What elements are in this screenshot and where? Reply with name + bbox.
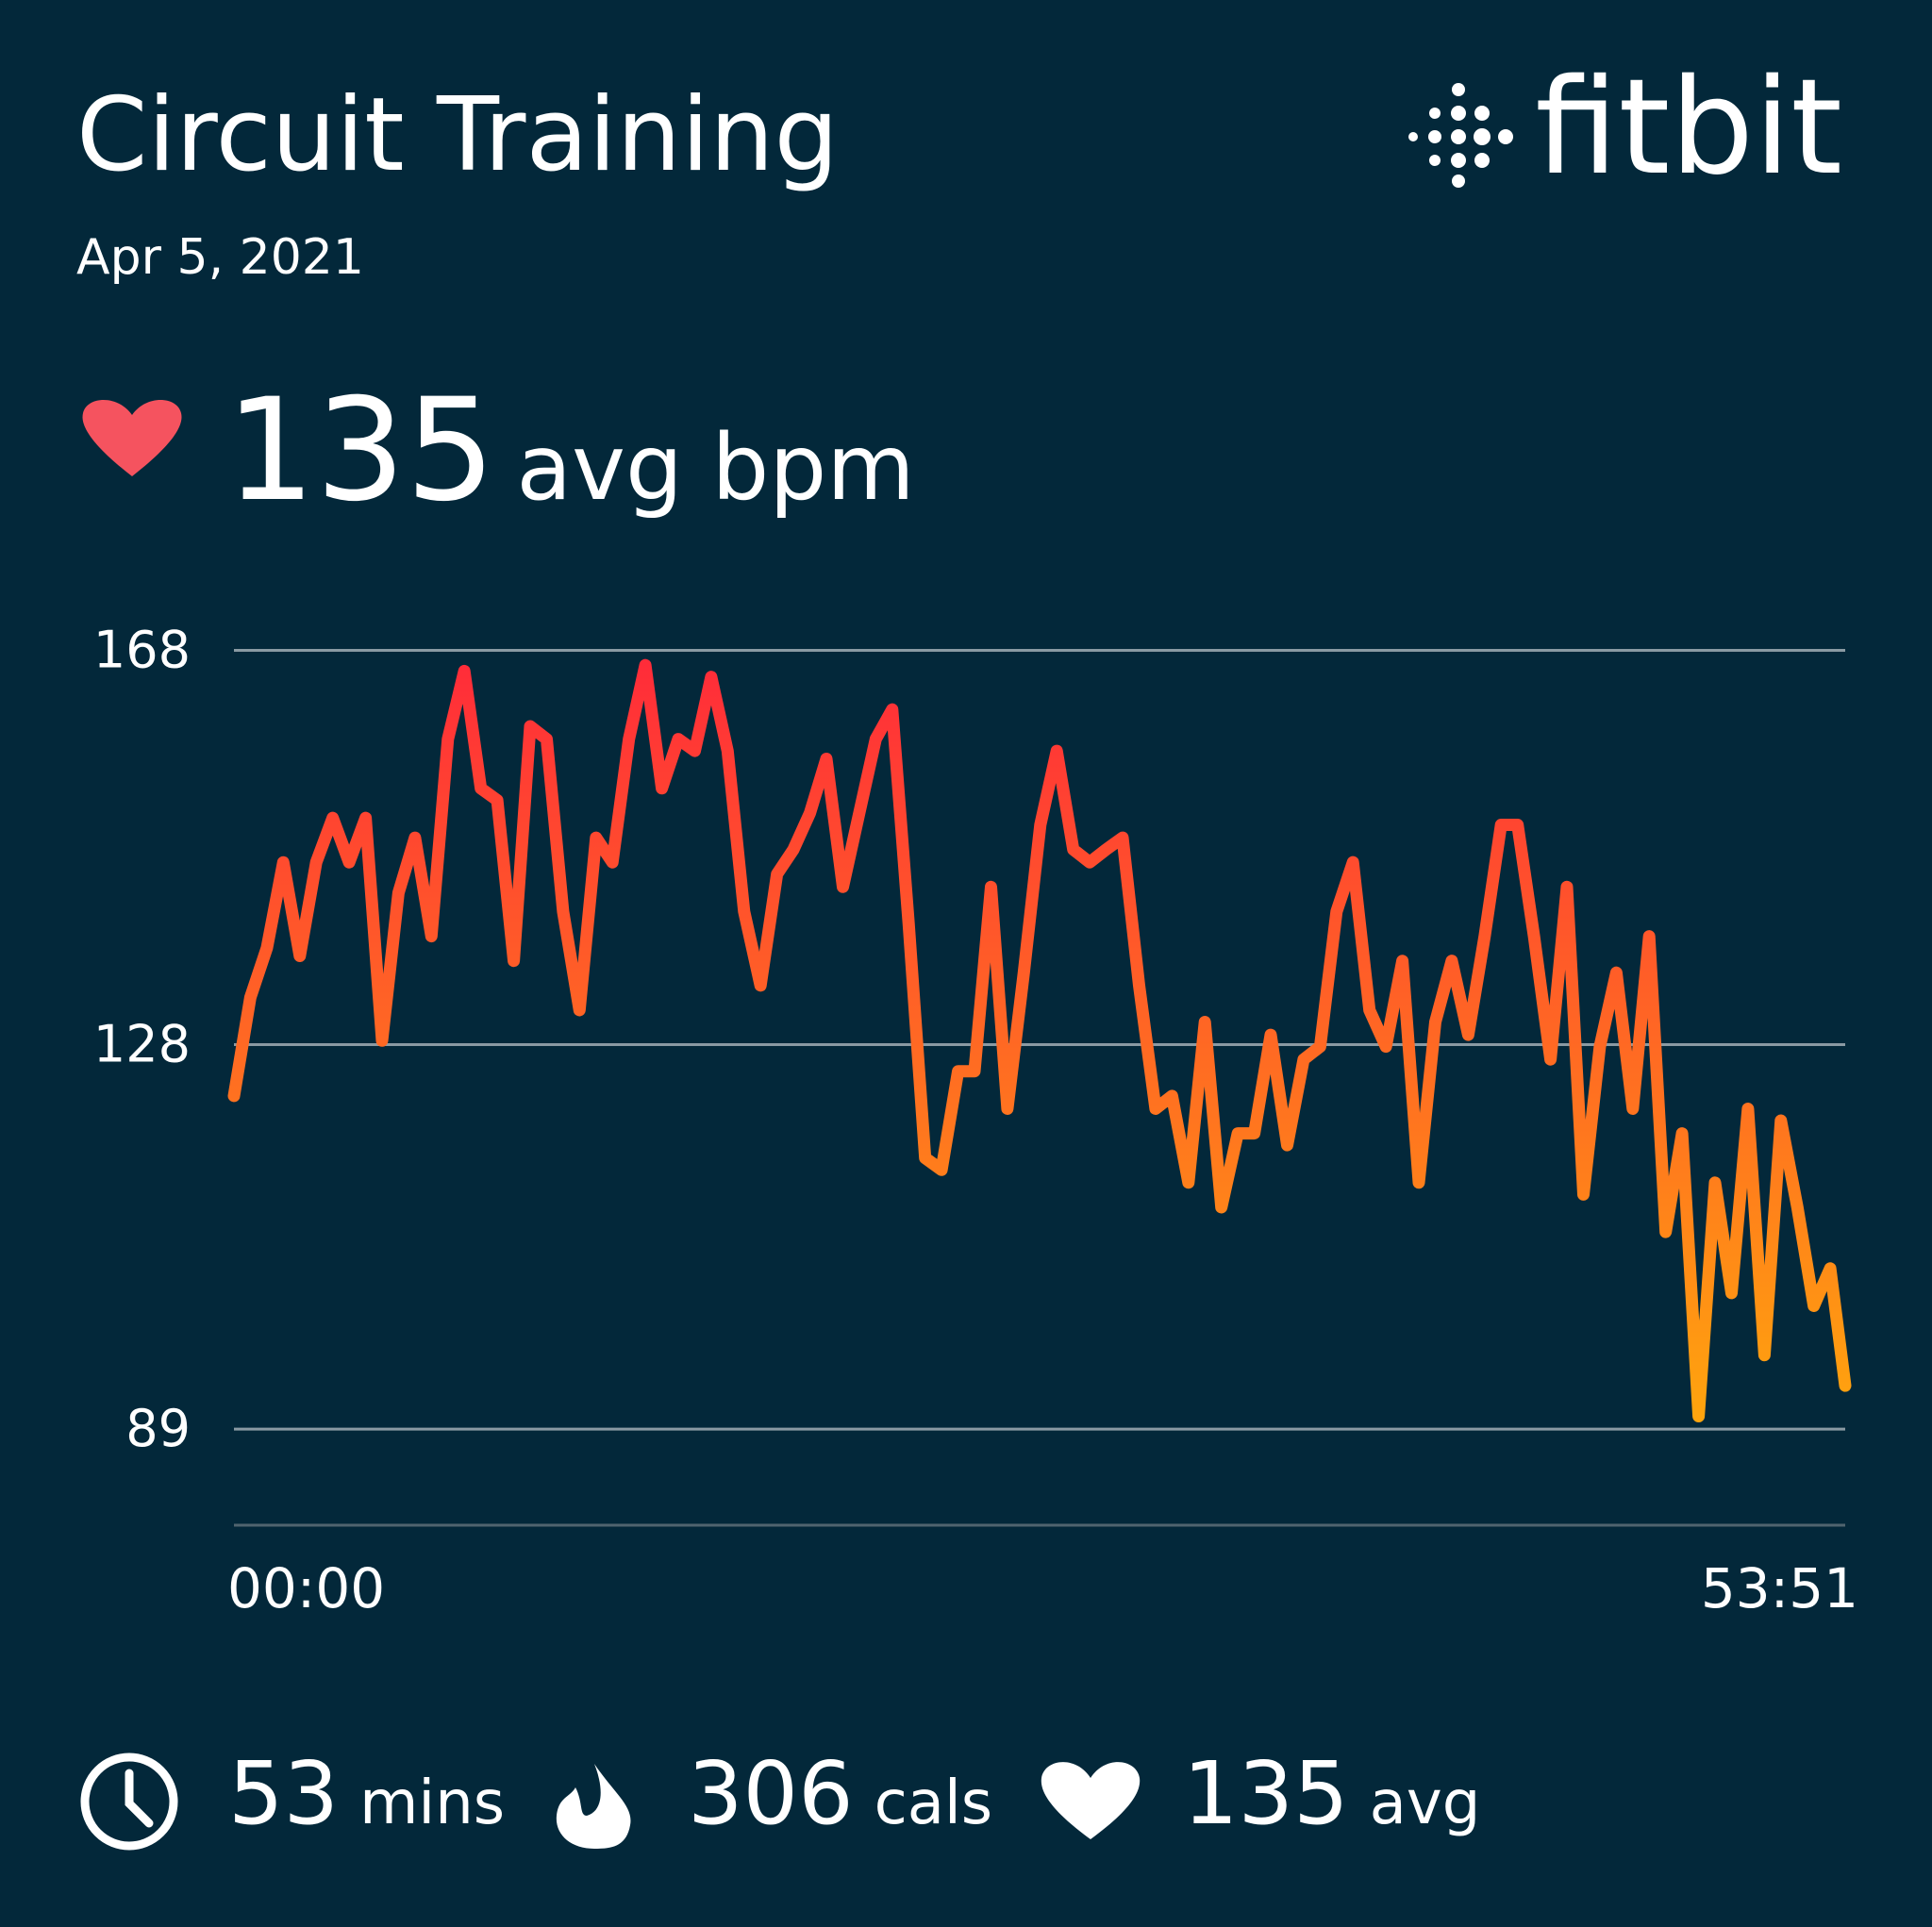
heart-rate-line: [227, 658, 1852, 1422]
stat-unit: mins: [359, 1769, 505, 1838]
stat-calories: 306 cals: [688, 1743, 992, 1844]
y-tick-label: 168: [93, 621, 191, 680]
stat-heart: 135 avg: [1183, 1743, 1480, 1844]
logo-dots: [1408, 83, 1513, 188]
heart-stat-icon: [1041, 1762, 1141, 1839]
stat-unit: cals: [874, 1769, 993, 1838]
stat-duration: 53 mins: [228, 1743, 505, 1844]
heart-icon: [82, 400, 182, 476]
flame-icon: [556, 1764, 631, 1849]
avg-unit: avg bpm: [516, 415, 914, 521]
stat-value: 306: [688, 1743, 854, 1844]
logo-text: fitbit: [1535, 51, 1842, 205]
x-tick-label: 00:00: [227, 1556, 385, 1620]
title: Circuit Training: [76, 76, 839, 194]
avg-value: 135: [225, 369, 495, 533]
x-tick-label: 53:51: [1701, 1556, 1858, 1620]
date: Apr 5, 2021: [76, 229, 364, 286]
clock-icon: [80, 1753, 178, 1851]
stat-value: 53: [228, 1743, 339, 1844]
avg-bpm: 135 avg bpm: [225, 369, 915, 533]
stat-unit: avg: [1370, 1769, 1481, 1838]
y-tick-label: 89: [125, 1399, 191, 1458]
y-tick-label: 128: [93, 1015, 191, 1074]
stat-value: 135: [1183, 1743, 1349, 1844]
chart: 89 128 168 00:00 53:51: [93, 621, 1858, 1621]
